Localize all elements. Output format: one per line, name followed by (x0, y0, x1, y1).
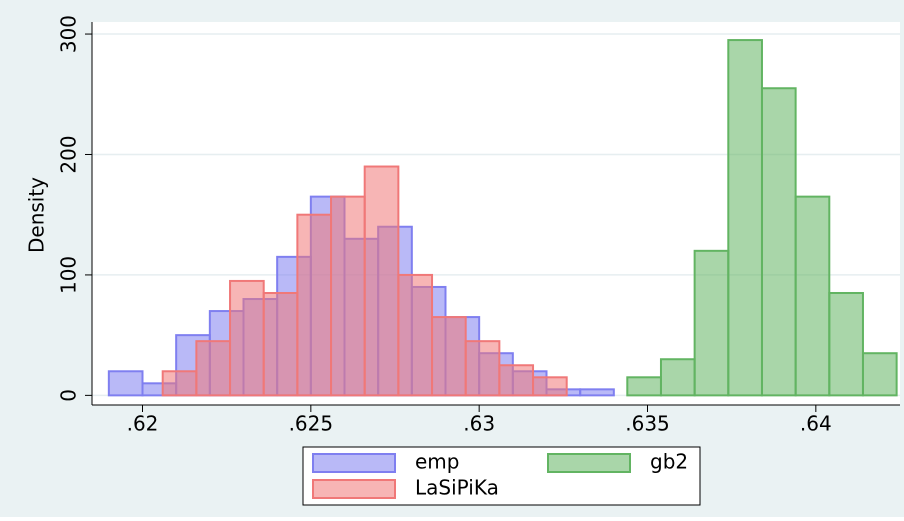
histogram-bar (229, 279, 265, 397)
histogram-bar (107, 370, 144, 397)
y-tick-label: 0 (57, 389, 81, 402)
x-tick-label: .63 (463, 412, 495, 436)
histogram-bar (727, 39, 763, 397)
histogram-bar (693, 249, 730, 397)
histogram-bar (659, 358, 696, 397)
histogram-bar (161, 370, 198, 397)
histogram-bar (828, 291, 864, 397)
y-tick-label: 100 (57, 256, 81, 294)
x-tick-label: .64 (800, 412, 832, 436)
legend-swatch (547, 453, 631, 473)
histogram-bar (262, 291, 299, 397)
y-axis-title: Density (25, 177, 49, 253)
legend-label: gb2 (650, 450, 688, 474)
histogram-bar (195, 340, 232, 397)
x-tick-label: .62 (127, 412, 159, 436)
histogram-bar (579, 388, 615, 397)
histogram-bar (431, 316, 467, 397)
histogram-bar (760, 87, 797, 397)
legend-swatch (312, 453, 396, 473)
legend-swatch (312, 479, 396, 499)
histogram-bar (296, 213, 333, 397)
histogram-bar (861, 352, 898, 397)
histogram-bar (330, 195, 366, 397)
histogram-bar (626, 376, 662, 397)
histogram-bar (464, 340, 501, 397)
histogram-bar (532, 376, 568, 397)
histogram-bar (363, 165, 400, 397)
histogram-bar (794, 195, 831, 397)
y-tick-label: 200 (57, 135, 81, 173)
histogram-bar (498, 364, 535, 397)
legend-label: LaSiPiKa (415, 476, 499, 500)
legend-label: emp (415, 450, 459, 474)
histogram-bar (397, 273, 434, 397)
y-tick-label: 300 (57, 15, 81, 53)
x-tick-label: .635 (625, 412, 670, 436)
x-tick-label: .625 (289, 412, 334, 436)
